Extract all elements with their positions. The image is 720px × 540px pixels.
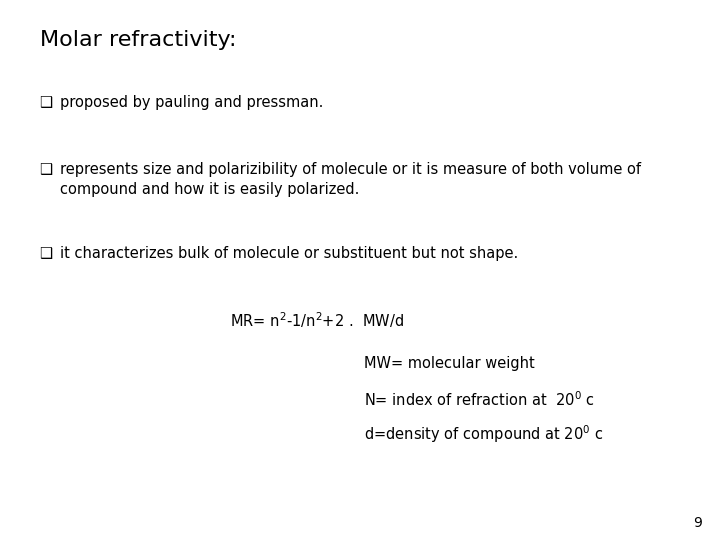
Text: 9: 9 xyxy=(693,516,702,530)
Text: ❑: ❑ xyxy=(40,162,53,177)
Text: Molar refractivity:: Molar refractivity: xyxy=(40,30,236,50)
Text: d=density of compound at 20$^0$ c: d=density of compound at 20$^0$ c xyxy=(364,423,603,445)
Text: ❑: ❑ xyxy=(40,246,53,261)
Text: N= index of refraction at  20$^0$ c: N= index of refraction at 20$^0$ c xyxy=(364,390,595,409)
Text: ❑: ❑ xyxy=(40,94,53,110)
Text: represents size and polarizibility of molecule or it is measure of both volume o: represents size and polarizibility of mo… xyxy=(60,162,641,197)
Text: proposed by pauling and pressman.: proposed by pauling and pressman. xyxy=(60,94,323,110)
Text: MW= molecular weight: MW= molecular weight xyxy=(364,356,534,372)
Text: MR= n$^2$-1/n$^2$+2 .  MW/d: MR= n$^2$-1/n$^2$+2 . MW/d xyxy=(230,310,405,330)
Text: it characterizes bulk of molecule or substituent but not shape.: it characterizes bulk of molecule or sub… xyxy=(60,246,518,261)
